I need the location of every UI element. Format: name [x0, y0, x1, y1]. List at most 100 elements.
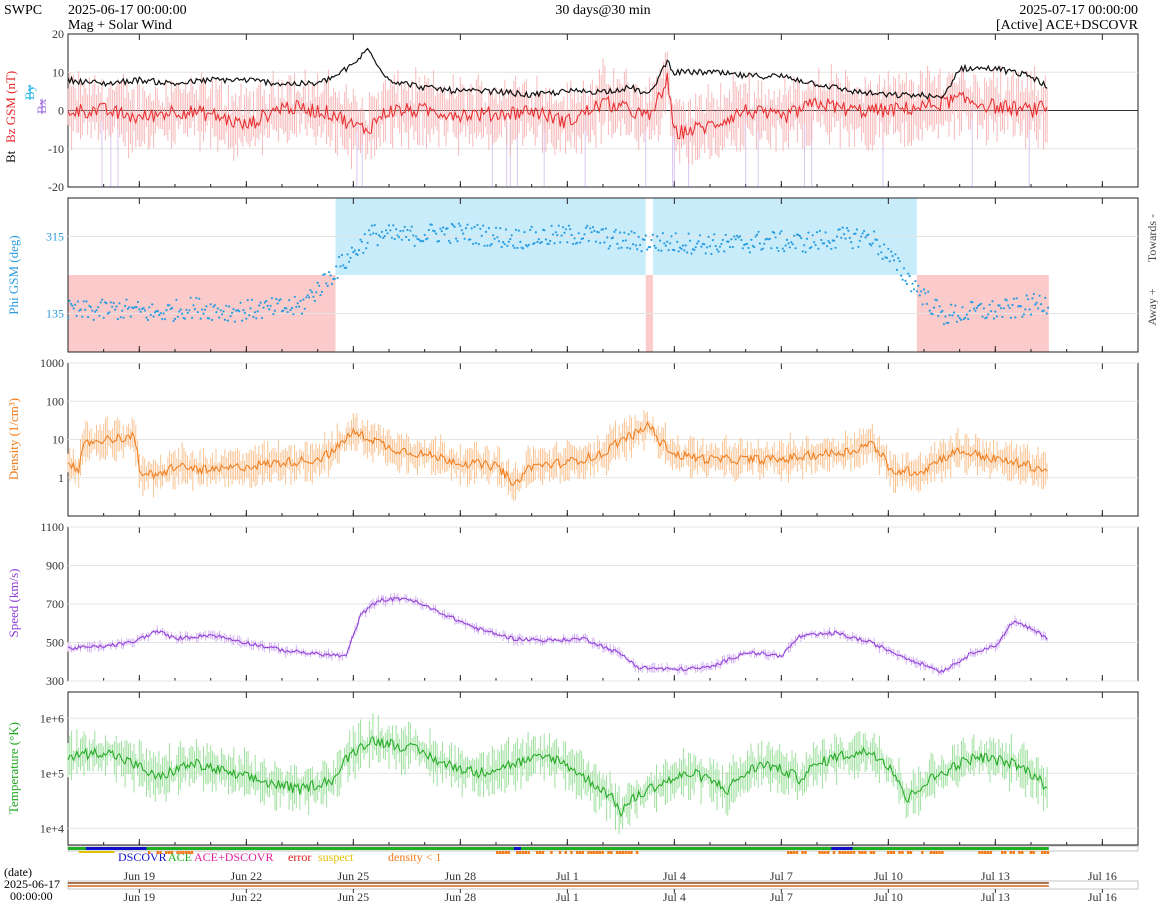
- phi-point: [593, 229, 596, 232]
- phi-point: [229, 315, 232, 318]
- phi-point: [232, 308, 235, 311]
- footer-time: 00:00:00: [10, 889, 53, 903]
- phi-point: [1028, 308, 1031, 311]
- density-lt1-flag: [182, 851, 185, 854]
- phi-point: [276, 302, 279, 305]
- phi-point: [245, 317, 248, 320]
- phi-point: [370, 224, 373, 227]
- density-lt1-flag: [538, 851, 542, 854]
- phi-point: [168, 304, 171, 307]
- phi-point: [854, 232, 857, 235]
- phi-point: [981, 315, 984, 318]
- phi-point: [674, 232, 677, 235]
- phi-point: [607, 247, 610, 250]
- phi-point: [840, 236, 843, 239]
- phi-point: [560, 234, 563, 237]
- density-lt1-flag: [524, 851, 527, 854]
- phi-point: [634, 244, 637, 247]
- phi-point: [843, 233, 846, 236]
- phi-point: [359, 238, 362, 241]
- phi-point: [900, 274, 903, 277]
- phi-point: [79, 308, 82, 311]
- phi-point: [940, 311, 943, 314]
- phi-point: [462, 232, 465, 235]
- density-lt1-flag: [821, 851, 824, 854]
- phi-point: [392, 224, 395, 227]
- phi-point: [275, 297, 278, 301]
- x-tick-label-upper-1: Jun 22: [230, 869, 262, 883]
- source-bar-dscovr-3: [831, 847, 853, 850]
- density-lt1-flag: [804, 851, 807, 854]
- phi-point: [1012, 297, 1016, 300]
- phi-point: [94, 310, 97, 313]
- density-lt1-flag: [787, 851, 790, 854]
- phi-point: [482, 224, 485, 227]
- phi-point: [459, 224, 462, 227]
- phi-point: [817, 247, 820, 250]
- density-lt1-flag: [187, 851, 191, 854]
- phi-point: [980, 302, 983, 305]
- phi-point: [740, 238, 743, 242]
- phi-point: [680, 247, 683, 250]
- phi-point: [282, 309, 285, 312]
- phi-point: [497, 240, 500, 243]
- phi-point: [626, 246, 629, 249]
- phi-point: [171, 306, 174, 309]
- phi-point: [318, 284, 321, 287]
- phi-point: [815, 231, 819, 234]
- phi-point: [711, 239, 715, 242]
- phi-point: [72, 307, 75, 310]
- phi-point: [450, 222, 453, 225]
- phi-point: [1038, 294, 1041, 297]
- phi-point: [693, 248, 696, 252]
- phi-point: [857, 245, 860, 248]
- phi-point: [212, 305, 215, 308]
- phi-point: [922, 288, 926, 291]
- x-tick-label-lower-0: Jun 19: [123, 890, 155, 904]
- phi-point: [298, 305, 301, 308]
- phi-point: [633, 231, 636, 235]
- phi-point: [841, 226, 844, 229]
- phi-point: [825, 245, 829, 248]
- phi-point: [562, 226, 565, 229]
- x-tick-label-upper-7: Jul 10: [874, 869, 903, 883]
- phi-point: [1039, 303, 1043, 306]
- phi-point: [630, 230, 633, 233]
- phi-point: [871, 242, 874, 245]
- density-lt1-flags: [147, 851, 1050, 854]
- phi-point: [483, 244, 486, 247]
- phi-point: [362, 251, 365, 254]
- phi-point: [138, 308, 141, 311]
- phi-point: [256, 310, 259, 313]
- phi-point: [863, 229, 866, 232]
- density-lt1-flag: [932, 851, 936, 854]
- phi-point: [748, 251, 752, 254]
- density-lt1-flag: [909, 851, 913, 854]
- phi-point: [82, 300, 85, 303]
- density-lt1-flag: [601, 851, 605, 854]
- phi-point: [938, 305, 941, 308]
- phi-point: [1025, 294, 1028, 297]
- phi-point: [266, 304, 269, 307]
- phi-point: [263, 301, 266, 304]
- phi-point: [1002, 307, 1006, 310]
- phi-point: [727, 240, 730, 243]
- phi-point: [270, 297, 274, 300]
- phi-point: [211, 318, 214, 322]
- phi-point: [629, 247, 632, 250]
- phi-point: [880, 251, 883, 254]
- phi-point: [514, 228, 518, 231]
- phi-point: [683, 249, 686, 252]
- phi-point: [902, 267, 906, 270]
- phi-point: [300, 312, 304, 315]
- phi-point: [912, 288, 916, 291]
- phi-point: [156, 310, 159, 313]
- phi-point: [564, 228, 568, 231]
- by-label: By: [22, 84, 37, 100]
- phi-point: [178, 310, 181, 313]
- phi-point: [639, 243, 642, 247]
- phi-point: [69, 302, 72, 305]
- phi-point: [636, 248, 639, 251]
- phi-point: [550, 224, 553, 227]
- chart-subtitle: Mag + Solar Wind: [68, 18, 172, 33]
